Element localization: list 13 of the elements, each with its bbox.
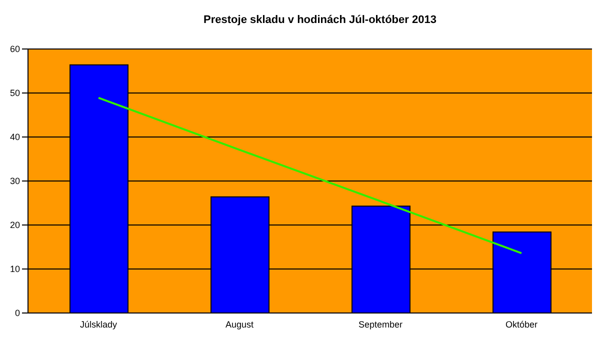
y-tick-label: 20 bbox=[10, 220, 20, 230]
x-tick-label: September bbox=[358, 319, 403, 330]
y-tick-label: 60 bbox=[10, 44, 20, 54]
y-tick-label: 30 bbox=[10, 176, 20, 186]
line-series bbox=[98, 96, 522, 254]
x-tick-label: Október bbox=[505, 319, 538, 330]
y-tick-label: 40 bbox=[10, 132, 20, 142]
y-tick-label: 50 bbox=[10, 88, 20, 98]
x-tick-label: Júlsklady bbox=[80, 319, 118, 330]
y-tick-label: 10 bbox=[10, 264, 20, 274]
x-tick-label: August bbox=[225, 319, 254, 330]
y-tick-label: 0 bbox=[14, 308, 20, 318]
chart-title: Prestoje skladu v hodinách Júl-október 2013 bbox=[202, 14, 438, 26]
